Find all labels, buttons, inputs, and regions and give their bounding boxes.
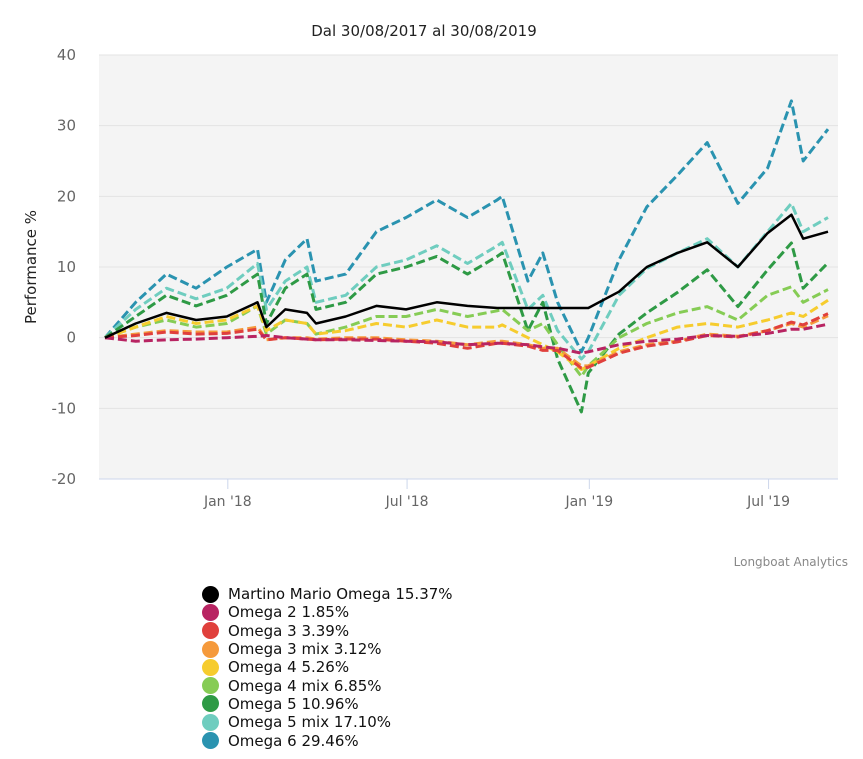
legend-item[interactable]: Omega 4 mix 6.85% bbox=[202, 676, 453, 695]
legend-item[interactable]: Omega 5 mix 17.10% bbox=[202, 713, 453, 731]
legend-marker-icon bbox=[202, 622, 219, 640]
legend-label: Martino Mario Omega 15.37% bbox=[228, 585, 453, 604]
legend-item[interactable]: Omega 3 3.39% bbox=[202, 622, 453, 640]
y-tick-label: 20 bbox=[57, 187, 76, 205]
legend-marker-icon bbox=[202, 658, 219, 676]
legend-item[interactable]: Omega 6 29.46% bbox=[202, 731, 453, 750]
legend-marker-icon bbox=[202, 585, 219, 603]
legend-label: Omega 5 mix 17.10% bbox=[228, 713, 392, 732]
legend-item[interactable]: Omega 3 mix 3.12% bbox=[202, 640, 453, 658]
series-line-omega-2-1-85[interactable] bbox=[104, 322, 829, 355]
legend-marker-icon bbox=[202, 732, 219, 750]
y-tick-label: 10 bbox=[57, 258, 76, 276]
legend-label: Omega 3 3.39% bbox=[228, 621, 350, 640]
legend-label: Omega 6 29.46% bbox=[228, 731, 359, 750]
x-tick-label: Jan '18 bbox=[203, 494, 252, 510]
legend-marker-icon bbox=[202, 677, 219, 695]
legend-label: Omega 4 5.26% bbox=[228, 658, 350, 677]
performance-chart: Dal 30/08/2017 al 30/08/2019 -20 -10 0 10 20… bbox=[22, 22, 838, 510]
legend-marker-icon bbox=[202, 695, 219, 713]
x-tick-label: Jan '19 bbox=[564, 494, 613, 510]
series-line-omega-5-10-96[interactable] bbox=[104, 241, 830, 414]
legend-item[interactable]: Omega 2 1.85% bbox=[202, 603, 453, 621]
legend-marker-icon bbox=[202, 640, 219, 658]
legend-item[interactable]: Omega 4 5.26% bbox=[202, 658, 453, 676]
y-tick-label: -20 bbox=[52, 470, 77, 488]
legend-marker-icon bbox=[202, 603, 219, 621]
y-axis-label: Performance % bbox=[22, 210, 40, 324]
legend-label: Omega 4 mix 6.85% bbox=[228, 676, 382, 695]
legend-label: Omega 2 1.85% bbox=[228, 603, 350, 622]
series-line-omega-6-29-46[interactable] bbox=[103, 99, 830, 354]
y-tick-label: -10 bbox=[52, 399, 77, 417]
x-tick-label: Jul '18 bbox=[385, 494, 429, 510]
y-tick-label: 0 bbox=[66, 329, 76, 347]
series-line-martino-mario-omega-15-37[interactable] bbox=[104, 213, 829, 339]
legend-item[interactable]: Omega 5 10.96% bbox=[202, 695, 453, 713]
legend-item[interactable]: Martino Mario Omega 15.37% bbox=[202, 585, 453, 603]
legend: Martino Mario Omega 15.37% Omega 2 1.85% O… bbox=[202, 585, 453, 750]
legend-label: Omega 3 mix 3.12% bbox=[228, 640, 382, 659]
y-tick-label: 40 bbox=[57, 46, 76, 64]
legend-label: Omega 5 10.96% bbox=[228, 694, 359, 713]
legend-marker-icon bbox=[202, 713, 219, 731]
y-tick-label: 30 bbox=[57, 117, 76, 135]
credits-link[interactable]: Longboat Analytics bbox=[733, 555, 848, 569]
series-line-omega-5-mix-17-10[interactable] bbox=[103, 201, 829, 361]
chart-title: Dal 30/08/2017 al 30/08/2019 bbox=[311, 22, 536, 40]
x-tick-label: Jul '19 bbox=[746, 494, 790, 510]
